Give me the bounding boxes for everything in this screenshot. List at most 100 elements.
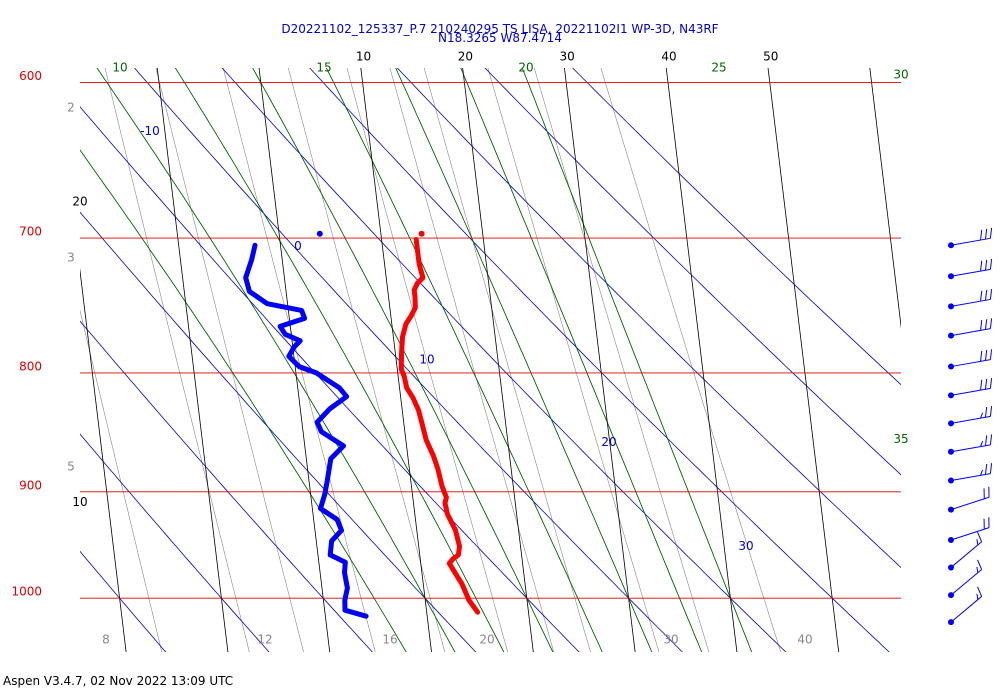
dry-adiabat-line — [80, 106, 580, 652]
wind-barb-staff — [950, 473, 991, 482]
isotherm-label: 40 — [661, 50, 676, 64]
dry-adiabat-line — [221, 68, 787, 652]
isotherm-line — [156, 68, 229, 652]
isotherm-line — [360, 68, 432, 652]
dry-adiabat-line — [396, 68, 901, 569]
mixing-ratio-line — [423, 68, 591, 652]
wind-barb-flag — [976, 566, 979, 573]
wind-barb-staff — [950, 496, 990, 511]
moist-adiabat-line — [80, 149, 407, 652]
wind-barb-flag — [980, 290, 983, 302]
pressure-tick-label: 900 — [19, 478, 42, 492]
mixing-ratio-line — [389, 68, 555, 652]
wind-barb — [948, 517, 990, 544]
wind-barb — [948, 463, 993, 484]
pressure-tick-label: 700 — [19, 225, 42, 239]
moist-adiabat-line — [325, 68, 603, 652]
dry-adiabat-label: -10 — [140, 124, 160, 138]
wind-barb-staff — [950, 359, 991, 368]
dry-adiabat-line — [484, 68, 901, 476]
wind-barb-flag — [980, 319, 983, 331]
wind-barb-flag — [984, 435, 988, 446]
wind-barb-staff — [950, 569, 982, 596]
wind-barb — [948, 377, 993, 399]
wind-barb — [948, 531, 983, 571]
wind-barb-staff — [950, 387, 991, 396]
wind-barb-flag — [989, 377, 993, 389]
mixing-ratio-label: 40 — [797, 633, 812, 647]
dry-adiabat-label: 0 — [294, 239, 302, 253]
mixing-ratio-label: 20 — [479, 633, 494, 647]
pressure-tick-label: 800 — [19, 359, 42, 373]
wind-barb-flag — [977, 531, 983, 542]
wind-barb-staff — [950, 444, 991, 453]
wind-barb-flag — [980, 440, 984, 447]
wind-barb-staff — [950, 541, 982, 568]
mixing-ratio-line — [346, 68, 509, 652]
wind-barb-flag — [980, 412, 984, 419]
wind-barb-flag — [989, 318, 993, 329]
dry-adiabat-line — [309, 68, 890, 652]
moist-adiabat-line — [521, 68, 753, 652]
moist-adiabat-label: 20 — [518, 61, 533, 75]
moist-adiabat-line — [96, 68, 456, 652]
wind-barb-flag — [980, 350, 983, 362]
isotherm-line — [767, 68, 840, 652]
dry-adiabat-line — [134, 68, 683, 652]
mixing-ratio-line — [487, 68, 660, 652]
wind-barb-flag — [984, 464, 988, 475]
dry-adiabat-line — [80, 433, 270, 652]
chart-title: D20221102_125337_P.7 210240295 TS LISA, … — [281, 22, 719, 36]
wind-barb-staff — [950, 268, 991, 277]
isotherm-label: 50 — [763, 50, 778, 64]
wind-barb-flag — [977, 559, 983, 570]
wind-barb — [948, 405, 993, 427]
wind-barb-flag — [984, 378, 988, 390]
wind-barb-staff — [950, 596, 982, 623]
wind-barb-staff — [950, 527, 990, 541]
wind-barb-staff — [950, 328, 991, 337]
mixing-ratio-label: 12 — [257, 633, 272, 647]
wind-barb-flag — [984, 350, 988, 361]
moist-adiabat-label: 15 — [316, 61, 331, 75]
temperature-top-point — [418, 230, 425, 237]
chart-subtitle: N18.3265 W87.4714 — [438, 31, 562, 45]
wind-barb-flag — [984, 319, 988, 330]
moist-adiabat-line — [174, 68, 505, 652]
wind-barb-flag — [989, 405, 993, 417]
isotherm-label: 10 — [72, 495, 87, 509]
dewpoint-top-point — [316, 230, 323, 237]
mixing-ratio-label: 16 — [382, 633, 397, 647]
wind-barb-flag — [977, 586, 983, 597]
isotherm-line — [869, 68, 901, 329]
mixing-ratio-line — [222, 68, 376, 652]
dry-adiabat-label: 10 — [419, 353, 434, 367]
dry-adiabat-label: 30 — [738, 539, 753, 553]
isotherm-label: 20 — [458, 50, 473, 64]
wind-barb-flag — [980, 229, 983, 241]
moist-adiabat-line — [395, 68, 653, 652]
wind-barb-flag — [989, 349, 993, 360]
wind-barb — [948, 258, 993, 280]
moist-adiabat-label: 30 — [893, 67, 908, 81]
isotherm-line — [665, 68, 738, 652]
isotherm-label: 20 — [72, 195, 87, 209]
dry-adiabat-line — [80, 320, 373, 652]
moist-adiabat-line — [252, 68, 554, 652]
isotherm-line — [564, 68, 636, 652]
wind-barb-flag — [989, 258, 993, 270]
wind-barb — [948, 318, 993, 339]
wind-barb-flag — [984, 406, 988, 418]
mixing-ratio-line — [104, 68, 250, 652]
dry-adiabat-line — [0, 13, 98, 670]
wind-barb-flag — [976, 593, 979, 600]
software-version-footer: Aspen V3.4.7, 02 Nov 2022 13:09 UTC — [3, 674, 234, 688]
dry-adiabat-line — [80, 211, 477, 652]
dry-adiabat-line — [572, 68, 901, 386]
isotherm-line — [0, 0, 29, 670]
mixing-ratio-line — [80, 309, 163, 652]
isotherm-line — [462, 68, 534, 652]
wind-barb-staff — [950, 298, 991, 307]
isotherm-label: 30 — [560, 50, 575, 64]
wind-barb-flag — [980, 469, 984, 476]
